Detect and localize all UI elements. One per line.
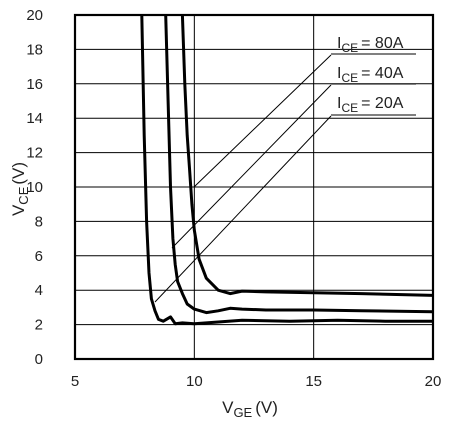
- y-tick-labels: 0 2 4 6 8 10 12 14 16 18 20: [26, 7, 43, 368]
- y-tick-label: 18: [26, 41, 43, 58]
- y-tick-label: 12: [26, 145, 43, 162]
- series-label-2: ICE = 80A: [337, 35, 404, 55]
- y-axis-label-group: VCE(V): [9, 162, 31, 216]
- y-tick-label: 20: [26, 7, 43, 24]
- series-annotations: ICE = 20A ICE = 40A ICE = 80A: [337, 35, 404, 115]
- x-tick-label: 15: [305, 373, 322, 390]
- y-tick-label: 4: [35, 282, 43, 299]
- series-line-2: [180, 14, 434, 297]
- y-tick-label: 0: [35, 351, 43, 368]
- series-label-0: ICE = 20A: [337, 95, 404, 115]
- x-tick-label: 20: [425, 373, 442, 390]
- y-tick-label: 14: [26, 110, 43, 127]
- leader-line-0: [154, 115, 332, 303]
- series-label-1: ICE = 40A: [337, 65, 404, 85]
- series-line-1: [164, 14, 434, 315]
- y-axis-label-unit: (V): [9, 162, 28, 185]
- leader-line-1: [171, 84, 332, 249]
- plot-frame: [73, 13, 435, 361]
- x-tick-label: 5: [71, 373, 79, 390]
- x-axis-label-unit: (V): [255, 398, 278, 417]
- y-tick-label: 6: [35, 248, 43, 265]
- y-tick-label: 8: [35, 213, 43, 230]
- y-axis-label-main: V: [9, 204, 28, 216]
- y-tick-label: 10: [26, 179, 43, 196]
- y-tick-label: 16: [26, 76, 43, 93]
- x-axis-label: VGE (V): [222, 398, 278, 420]
- x-tick-label: 10: [186, 373, 203, 390]
- label-leader-lines: [154, 53, 416, 303]
- leader-line-2: [193, 54, 332, 188]
- x-axis-label-sub: GE: [233, 405, 252, 420]
- y-tick-label: 2: [35, 317, 43, 334]
- x-tick-labels: 5 10 15 20: [71, 373, 442, 390]
- series-line-0: [140, 14, 433, 326]
- y-axis-label-sub: CE: [16, 186, 31, 204]
- series-curves: [140, 14, 434, 326]
- x-axis-label-main: V: [222, 398, 234, 417]
- y-axis-label: VCE(V): [9, 162, 31, 216]
